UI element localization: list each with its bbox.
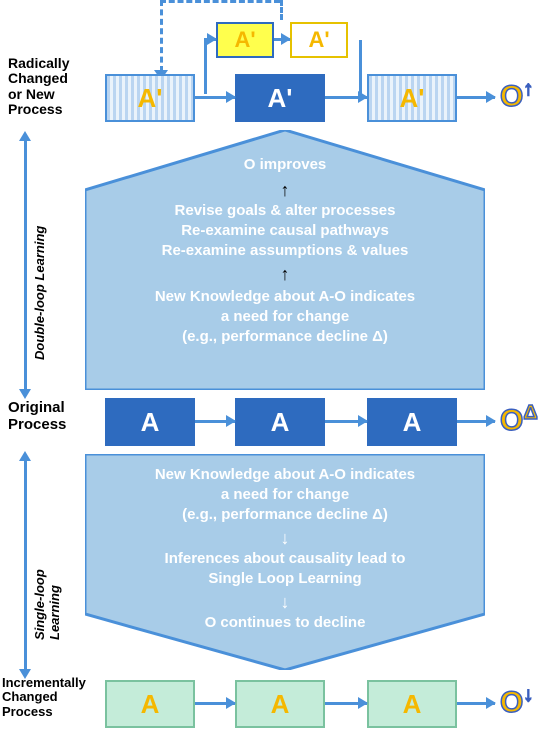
a-box-3: A — [367, 398, 457, 446]
aprime-box-wavy-1: A' — [105, 74, 195, 122]
dashed-line-vertical — [160, 0, 163, 72]
aprime-box-yellow-1: A' — [216, 22, 274, 58]
a-box-2: A — [235, 398, 325, 446]
connector-up — [204, 40, 207, 94]
aprime-box-yellow-2: A' — [290, 22, 348, 58]
arrow-top-1 — [195, 96, 235, 99]
label-incrementally-changed: Incrementally Changed Process — [2, 676, 86, 719]
arrow-bot-1 — [195, 702, 235, 705]
label-double-loop: Double-loop Learning — [32, 190, 47, 360]
a-box-1: A — [105, 398, 195, 446]
outcome-delta: OΔ — [500, 402, 538, 438]
arrow-bot-2 — [325, 702, 367, 705]
a-mint-box-2: A — [235, 680, 325, 728]
a-mint-box-3: A — [367, 680, 457, 728]
dashed-line-horizontal — [160, 0, 280, 3]
double-loop-arrow — [24, 140, 27, 390]
arrow-to-yellow — [204, 38, 216, 41]
a-mint-box-1: A — [105, 680, 195, 728]
arrow-mid-1 — [195, 420, 235, 423]
arrow-top-3 — [457, 96, 495, 99]
outcome-up: O↑ — [500, 78, 533, 114]
aprime-box-dark: A' — [235, 74, 325, 122]
connector-down — [359, 40, 362, 94]
dashed-line-vertical-2 — [280, 0, 283, 20]
label-single-loop: Single-loop Learning — [32, 500, 62, 640]
arrow-bot-3 — [457, 702, 495, 705]
arrow-top-2 — [325, 96, 367, 99]
label-radically-changed: Radically Changed or New Process — [8, 56, 69, 118]
single-loop-arrow — [24, 460, 27, 670]
arrow-mid-3 — [457, 420, 495, 423]
outcome-down: O↓ — [500, 684, 533, 720]
aprime-box-wavy-2: A' — [367, 74, 457, 122]
arrow-small-yellow — [274, 38, 290, 41]
arrow-mid-2 — [325, 420, 367, 423]
label-original-process: Original Process — [8, 400, 66, 433]
